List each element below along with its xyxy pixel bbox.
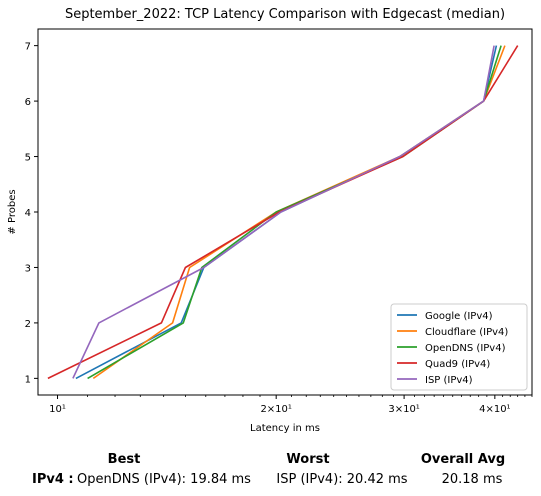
x-tick-label-3: 4×10¹ [479, 404, 510, 415]
y-tick-label-0: 1 [25, 374, 31, 385]
y-axis-label: # Probes [7, 189, 18, 234]
y-tick-label-6: 7 [25, 42, 31, 53]
legend-label-2: OpenDNS (IPv4) [425, 343, 506, 354]
chart-title: September_2022: TCP Latency Comparison w… [65, 7, 505, 22]
best-value: OpenDNS (IPv4): 19.84 ms [77, 472, 251, 487]
legend-box [390, 303, 528, 391]
summary-table: Best Worst Overall Avg IPv4 : OpenDNS (I… [0, 446, 541, 496]
legend-label-4: ISP (IPv4) [425, 375, 473, 386]
ipv4-row-label: IPv4 : [32, 472, 74, 487]
series-line-4 [72, 45, 495, 379]
worst-header: Worst [286, 452, 330, 467]
legend-label-0: Google (IPv4) [425, 311, 493, 322]
y-tick-label-4: 5 [25, 153, 31, 164]
avg-header: Overall Avg [420, 452, 506, 467]
latency-chart: September_2022: TCP Latency Comparison w… [7, 7, 533, 434]
legend: Google (IPv4) Cloudflare (IPv4) OpenDNS (I… [390, 303, 528, 391]
legend-label-3: Quad9 (IPv4) [425, 359, 490, 370]
best-header: Best [107, 452, 141, 467]
worst-value: ISP (IPv4): 20.42 ms [276, 472, 408, 487]
plot-area [47, 45, 519, 380]
y-tick-label-3: 4 [25, 208, 31, 219]
x-axis-label: Latency in ms [250, 423, 320, 434]
x-tick-label-1: 2×10¹ [260, 404, 291, 415]
y-tick-label-1: 2 [25, 319, 31, 330]
y-tick-label-2: 3 [25, 263, 31, 274]
x-tick-label-0: 10¹ [49, 404, 66, 415]
avg-value: 20.18 ms [441, 472, 503, 487]
y-tick-label-5: 6 [25, 97, 31, 108]
legend-label-1: Cloudflare (IPv4) [425, 327, 508, 338]
x-tick-label-2: 3×10¹ [388, 404, 419, 415]
